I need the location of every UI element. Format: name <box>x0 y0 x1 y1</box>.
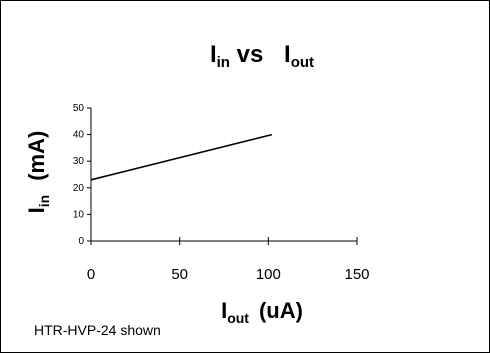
model-note: HTR-HVP-24 shown <box>34 322 161 338</box>
y-axis-label: Iin (mA) <box>24 131 52 214</box>
title-iout-main: I <box>284 41 291 68</box>
title-iout-sub: out <box>291 54 314 71</box>
x-tick-label: 100 <box>256 266 281 283</box>
x-tick-label: 0 <box>87 266 95 283</box>
plot-area: 0 10 20 30 40 50 0 50 100 150 <box>73 103 370 283</box>
y-tick-label: 10 <box>73 209 85 220</box>
y-tick-label: 0 <box>78 236 84 247</box>
y-tick-label: 50 <box>73 103 85 114</box>
title-iin-main: I <box>210 41 217 68</box>
x-tick-label: 150 <box>344 266 369 283</box>
y-label-sub: in <box>36 195 52 207</box>
series-line <box>90 133 273 181</box>
y-label-unit: (mA) <box>24 131 49 181</box>
x-axis-label: Iout (uA) <box>221 298 303 326</box>
y-tick-label: 40 <box>73 130 85 141</box>
x-tick-label: 50 <box>171 266 188 283</box>
x-label-main: I <box>221 298 227 323</box>
y-tick-label: 30 <box>73 156 85 167</box>
title-vs: vs <box>230 41 270 68</box>
x-label-sub: out <box>227 310 249 326</box>
y-tick-label: 20 <box>73 183 85 194</box>
title-iin-sub: in <box>217 54 230 71</box>
x-label-unit: (uA) <box>259 298 303 323</box>
y-label-main: I <box>24 207 49 213</box>
chart-title: Iin vs Iout <box>210 41 314 71</box>
